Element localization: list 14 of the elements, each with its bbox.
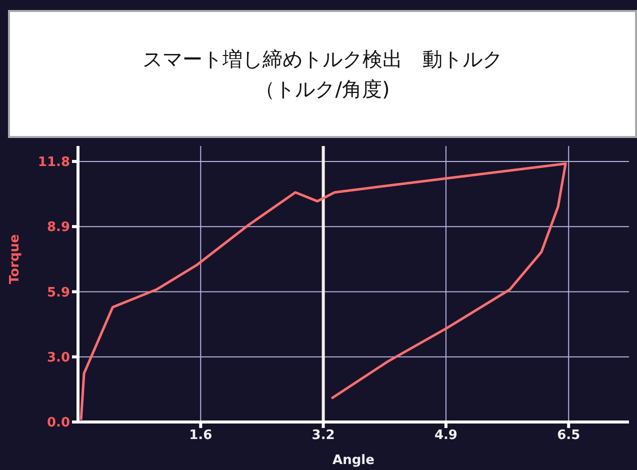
y-tick-label: 5.9 [46,285,70,300]
x-tick-label: 3.2 [312,428,335,444]
x-axis-title: Angle [332,453,375,468]
line-series [80,162,567,422]
x-tick-label: 6.5 [557,428,580,444]
chart-title: スマート増し締めトルク検出 動トルク [142,46,502,73]
chart-subtitle: （トルク/角度) [255,76,390,103]
y-tick-label: 8.9 [46,220,70,236]
y-tick-label: 11.8 [38,155,70,170]
y-tick-label: 3.0 [46,350,70,366]
x-tick-label: 4.9 [434,428,458,444]
x-tick-label: 1.6 [189,428,212,444]
y-axis-title: Torque [8,234,23,284]
y-tick-label: 0.0 [46,416,70,431]
